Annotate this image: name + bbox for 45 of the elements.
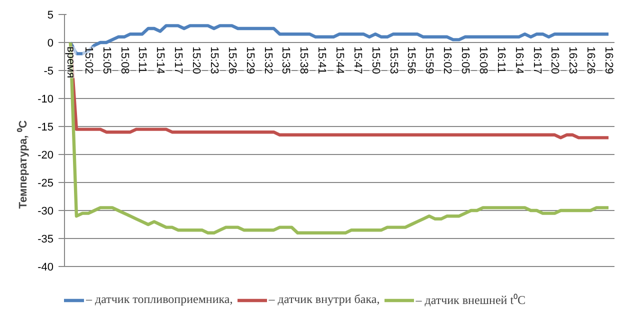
y-tick-label: 0 — [47, 38, 54, 50]
x-tick-label: 16:05 — [459, 46, 472, 74]
x-tick-label: 16:08 — [476, 46, 489, 74]
x-tick-label: 16:11 — [494, 46, 507, 74]
x-tick-label: 15:11 — [136, 46, 148, 74]
x-tick-label: 15:44 — [334, 46, 346, 74]
x-tick-label: 15:26 — [226, 46, 238, 74]
x-tick-label: 16:29 — [602, 46, 615, 74]
x-tick-label: 15:38 — [298, 46, 310, 74]
y-tick-label: -15 — [38, 122, 54, 134]
x-tick-label: 15:59 — [423, 46, 436, 74]
x-tick-label: 16:17 — [530, 46, 543, 74]
x-tick-label: 15:32 — [262, 46, 274, 74]
legend-label: – датчик внешней t⁰C — [416, 292, 526, 308]
y-tick-label: -20 — [38, 150, 54, 162]
y-tick-label: -25 — [38, 178, 54, 190]
y-axis-title: Температура, ⁰C — [16, 120, 30, 209]
x-tick-label: 15:02 — [82, 46, 94, 74]
x-tick-label: время — [64, 46, 76, 78]
legend-label: – датчик внутри бака, — [268, 292, 380, 307]
x-tick-label: 15:05 — [100, 46, 112, 74]
y-tick-label: -35 — [38, 234, 54, 246]
x-tick-label: 15:29 — [244, 46, 256, 74]
x-tick-label: 15:56 — [405, 46, 418, 74]
y-tick-label: -10 — [38, 94, 54, 106]
x-tick-label: 16:23 — [566, 46, 579, 74]
x-tick-label: 15:17 — [172, 46, 184, 74]
x-tick-label: 15:14 — [154, 46, 166, 74]
x-tick-label: 15:41 — [316, 46, 328, 74]
x-tick-label: 15:08 — [118, 46, 130, 74]
y-tick-label: -30 — [38, 206, 54, 218]
x-tick-label: 16:14 — [512, 46, 525, 74]
y-tick-label: 5 — [47, 10, 54, 22]
x-tick-label: 15:50 — [369, 46, 382, 74]
x-tick-label: 15:20 — [190, 46, 202, 74]
legend-label: – датчик топливоприемника, — [86, 292, 233, 307]
x-tick-label: 16:26 — [584, 46, 597, 74]
x-tick-label: 16:02 — [441, 46, 454, 74]
x-tick-label: 15:23 — [208, 46, 220, 74]
x-tick-label: 15:47 — [351, 46, 364, 74]
y-tick-label: -5 — [44, 66, 54, 78]
x-tick-label: 16:20 — [548, 46, 561, 74]
y-tick-label: -40 — [38, 262, 54, 274]
x-tick-label: 15:35 — [280, 46, 292, 74]
x-tick-label: 15:53 — [387, 46, 400, 74]
